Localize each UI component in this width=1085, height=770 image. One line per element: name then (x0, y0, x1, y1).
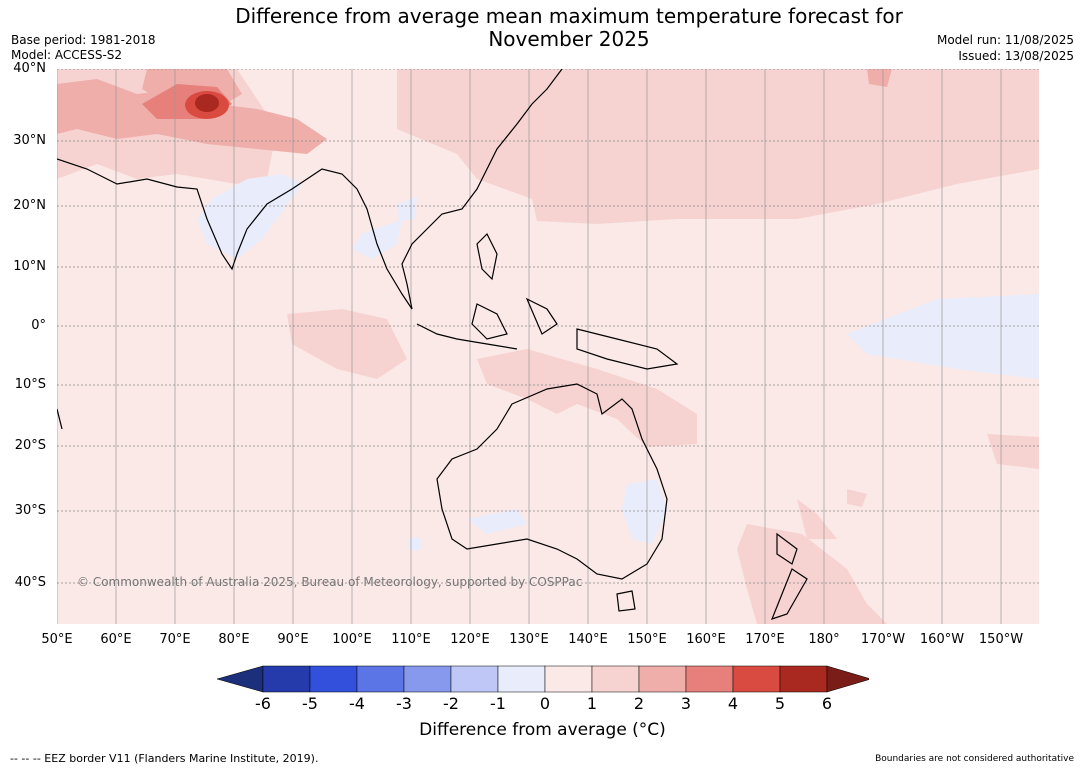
colorbar-tick-label: 0 (539, 694, 551, 713)
colorbar-tick-label: 3 (680, 694, 692, 713)
colorbar-tick-label: -1 (490, 694, 506, 713)
colorbar-swatch (309, 665, 358, 693)
anomaly-5-to-6-area (195, 94, 219, 112)
colorbar (217, 665, 869, 693)
lon-label: 150°W (978, 632, 1024, 647)
colorbar-swatch (591, 665, 640, 693)
lon-label: 180° (808, 632, 840, 647)
colorbar-tick-label: 6 (821, 694, 833, 713)
colorbar-swatch (356, 665, 405, 693)
map-title: Difference from average mean maximum tem… (235, 4, 903, 51)
lon-label: 90°E (277, 632, 309, 647)
lat-label: 20°N (13, 198, 46, 213)
colorbar-label: Difference from average (°C) (419, 720, 666, 740)
lat-label: 10°S (14, 377, 46, 392)
lon-label: 70°E (159, 632, 191, 647)
lon-label: 140°E (568, 632, 608, 647)
temperature-anomaly-map: © Commonwealth of Australia 2025, Bureau… (57, 69, 1039, 624)
model-name: Model: ACCESS-S2 (11, 48, 123, 62)
lon-label: 170°W (860, 632, 906, 647)
issued-date: Issued: 13/08/2025 (958, 49, 1074, 63)
lat-label: 10°N (13, 259, 46, 274)
colorbar-tick-label: -5 (302, 694, 318, 713)
colorbar-swatches (217, 665, 869, 693)
colorbar-swatch (544, 665, 593, 693)
lon-label: 120°E (450, 632, 490, 647)
boundary-disclaimer: Boundaries are not considered authoritat… (875, 754, 1074, 764)
base-period: Base period: 1981-2018 (11, 33, 156, 47)
lon-label: 100°E (332, 632, 372, 647)
colorbar-swatch (638, 665, 687, 693)
colorbar-tick-label: -4 (349, 694, 365, 713)
colorbar-swatch (403, 665, 452, 693)
colorbar-swatch (779, 665, 828, 693)
colorbar-tick-label: -2 (443, 694, 459, 713)
colorbar-tick-label: -3 (396, 694, 412, 713)
lat-label: 40°S (14, 575, 46, 590)
lon-label: 130°E (509, 632, 549, 647)
colorbar-tick-label: 4 (727, 694, 739, 713)
lon-label: 110°E (391, 632, 431, 647)
colorbar-under-triangle (217, 665, 264, 693)
lon-label: 50°E (41, 632, 73, 647)
colorbar-swatch (262, 665, 311, 693)
lon-label: 170°E (745, 632, 785, 647)
longitude-gridlines (57, 69, 1002, 624)
lat-label: 0° (31, 318, 46, 333)
colorbar-tick-label: 2 (633, 694, 645, 713)
lat-label: 40°N (13, 61, 46, 76)
lon-label: 150°E (627, 632, 667, 647)
lon-label: 60°E (100, 632, 132, 647)
lon-label: 160°E (686, 632, 726, 647)
colorbar-over-triangle (826, 665, 869, 693)
coastlines (57, 69, 808, 620)
colorbar-swatch (732, 665, 781, 693)
colorbar-swatch (497, 665, 546, 693)
colorbar-swatch (685, 665, 734, 693)
colorbar-tick-label: 1 (586, 694, 598, 713)
colorbar-swatch (450, 665, 499, 693)
eez-border-note: -- -- -- EEZ border V11 (Flanders Marine… (10, 752, 319, 765)
anomaly-neg-1-to-0-areas (197, 174, 1039, 551)
lat-label: 30°N (13, 133, 46, 148)
lon-label: 160°W (919, 632, 965, 647)
copyright-notice: © Commonwealth of Australia 2025, Bureau… (77, 575, 582, 589)
colorbar-tick-label: 5 (774, 694, 786, 713)
colorbar-tick-label: -6 (255, 694, 271, 713)
model-run: Model run: 11/08/2025 (936, 33, 1074, 47)
lon-label: 80°E (218, 632, 250, 647)
lat-label: 20°S (14, 438, 46, 453)
lat-label: 30°S (14, 503, 46, 518)
